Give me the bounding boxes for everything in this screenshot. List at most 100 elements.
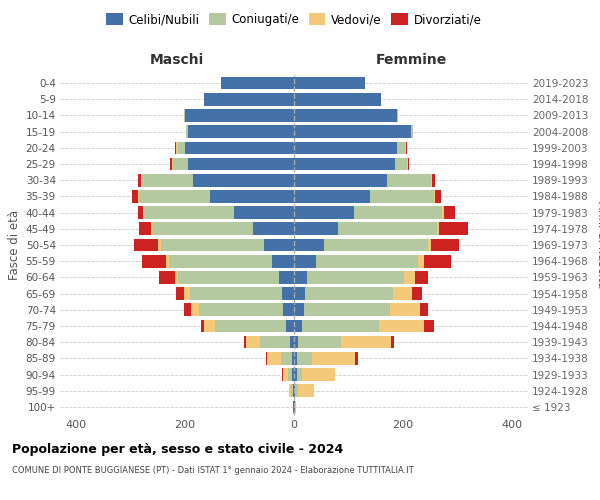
Bar: [324, 238, 428, 252]
Bar: [138, 206, 143, 219]
Bar: [138, 174, 140, 186]
Bar: [418, 255, 424, 268]
Bar: [283, 304, 294, 316]
Bar: [204, 93, 294, 106]
Bar: [408, 158, 409, 170]
Bar: [295, 384, 298, 397]
Bar: [294, 384, 295, 397]
Bar: [293, 384, 294, 397]
Bar: [260, 336, 290, 348]
Bar: [439, 222, 467, 235]
Bar: [294, 174, 386, 186]
Bar: [294, 271, 307, 283]
Bar: [393, 288, 412, 300]
Bar: [431, 174, 432, 186]
Bar: [286, 320, 294, 332]
Bar: [304, 304, 390, 316]
Y-axis label: Fasce di età: Fasce di età: [8, 210, 22, 280]
Bar: [282, 288, 294, 300]
Bar: [395, 158, 407, 170]
Bar: [175, 142, 176, 154]
Bar: [178, 271, 279, 283]
Bar: [143, 206, 145, 219]
Bar: [272, 255, 294, 268]
Bar: [294, 158, 395, 170]
Text: Popolazione per età, sesso e stato civile - 2024: Popolazione per età, sesso e stato civil…: [12, 442, 343, 456]
Bar: [386, 174, 431, 186]
Bar: [283, 368, 288, 381]
Text: Femmine: Femmine: [376, 54, 446, 68]
Bar: [407, 158, 408, 170]
Bar: [184, 109, 185, 122]
Bar: [302, 368, 335, 381]
Bar: [289, 384, 291, 397]
Bar: [370, 190, 434, 202]
Bar: [159, 271, 175, 283]
Bar: [297, 352, 312, 364]
Bar: [158, 238, 161, 252]
Bar: [281, 352, 292, 364]
Bar: [312, 352, 355, 364]
Bar: [412, 288, 422, 300]
Bar: [193, 174, 294, 186]
Bar: [294, 142, 397, 154]
Bar: [316, 255, 418, 268]
Bar: [436, 190, 441, 202]
Bar: [199, 304, 283, 316]
Bar: [292, 352, 294, 364]
Bar: [305, 288, 393, 300]
Bar: [204, 320, 215, 332]
Text: Maschi: Maschi: [150, 54, 204, 68]
Bar: [294, 255, 316, 268]
Bar: [443, 206, 455, 219]
Bar: [390, 304, 420, 316]
Bar: [221, 77, 294, 90]
Bar: [234, 206, 294, 219]
Bar: [145, 206, 234, 219]
Bar: [424, 255, 451, 268]
Bar: [298, 384, 314, 397]
Bar: [442, 206, 443, 219]
Bar: [432, 174, 435, 186]
Bar: [338, 222, 437, 235]
Bar: [294, 238, 324, 252]
Bar: [172, 158, 173, 170]
Bar: [185, 142, 294, 154]
Bar: [133, 190, 138, 202]
Bar: [152, 222, 253, 235]
Bar: [424, 320, 434, 332]
Bar: [170, 158, 172, 170]
Bar: [184, 288, 190, 300]
Bar: [294, 77, 365, 90]
Bar: [176, 142, 178, 154]
Y-axis label: Anni di nascita: Anni di nascita: [595, 202, 600, 288]
Bar: [302, 320, 379, 332]
Bar: [354, 206, 442, 219]
Bar: [379, 320, 424, 332]
Bar: [139, 222, 151, 235]
Bar: [142, 174, 193, 186]
Bar: [264, 238, 294, 252]
Bar: [244, 336, 246, 348]
Bar: [202, 320, 204, 332]
Bar: [266, 352, 268, 364]
Bar: [288, 368, 292, 381]
Bar: [175, 271, 178, 283]
Bar: [294, 336, 298, 348]
Bar: [138, 190, 139, 202]
Bar: [161, 238, 264, 252]
Bar: [294, 190, 370, 202]
Bar: [434, 190, 436, 202]
Bar: [294, 352, 297, 364]
Bar: [173, 158, 188, 170]
Bar: [184, 304, 191, 316]
Bar: [215, 320, 286, 332]
Bar: [268, 352, 281, 364]
Text: COMUNE DI PONTE BUGGIANESE (PT) - Dati ISTAT 1° gennaio 2024 - Elaborazione TUTT: COMUNE DI PONTE BUGGIANESE (PT) - Dati I…: [12, 466, 414, 475]
Bar: [297, 368, 302, 381]
Bar: [290, 336, 294, 348]
Bar: [294, 222, 338, 235]
Bar: [295, 400, 296, 413]
Bar: [166, 255, 169, 268]
Bar: [391, 336, 394, 348]
